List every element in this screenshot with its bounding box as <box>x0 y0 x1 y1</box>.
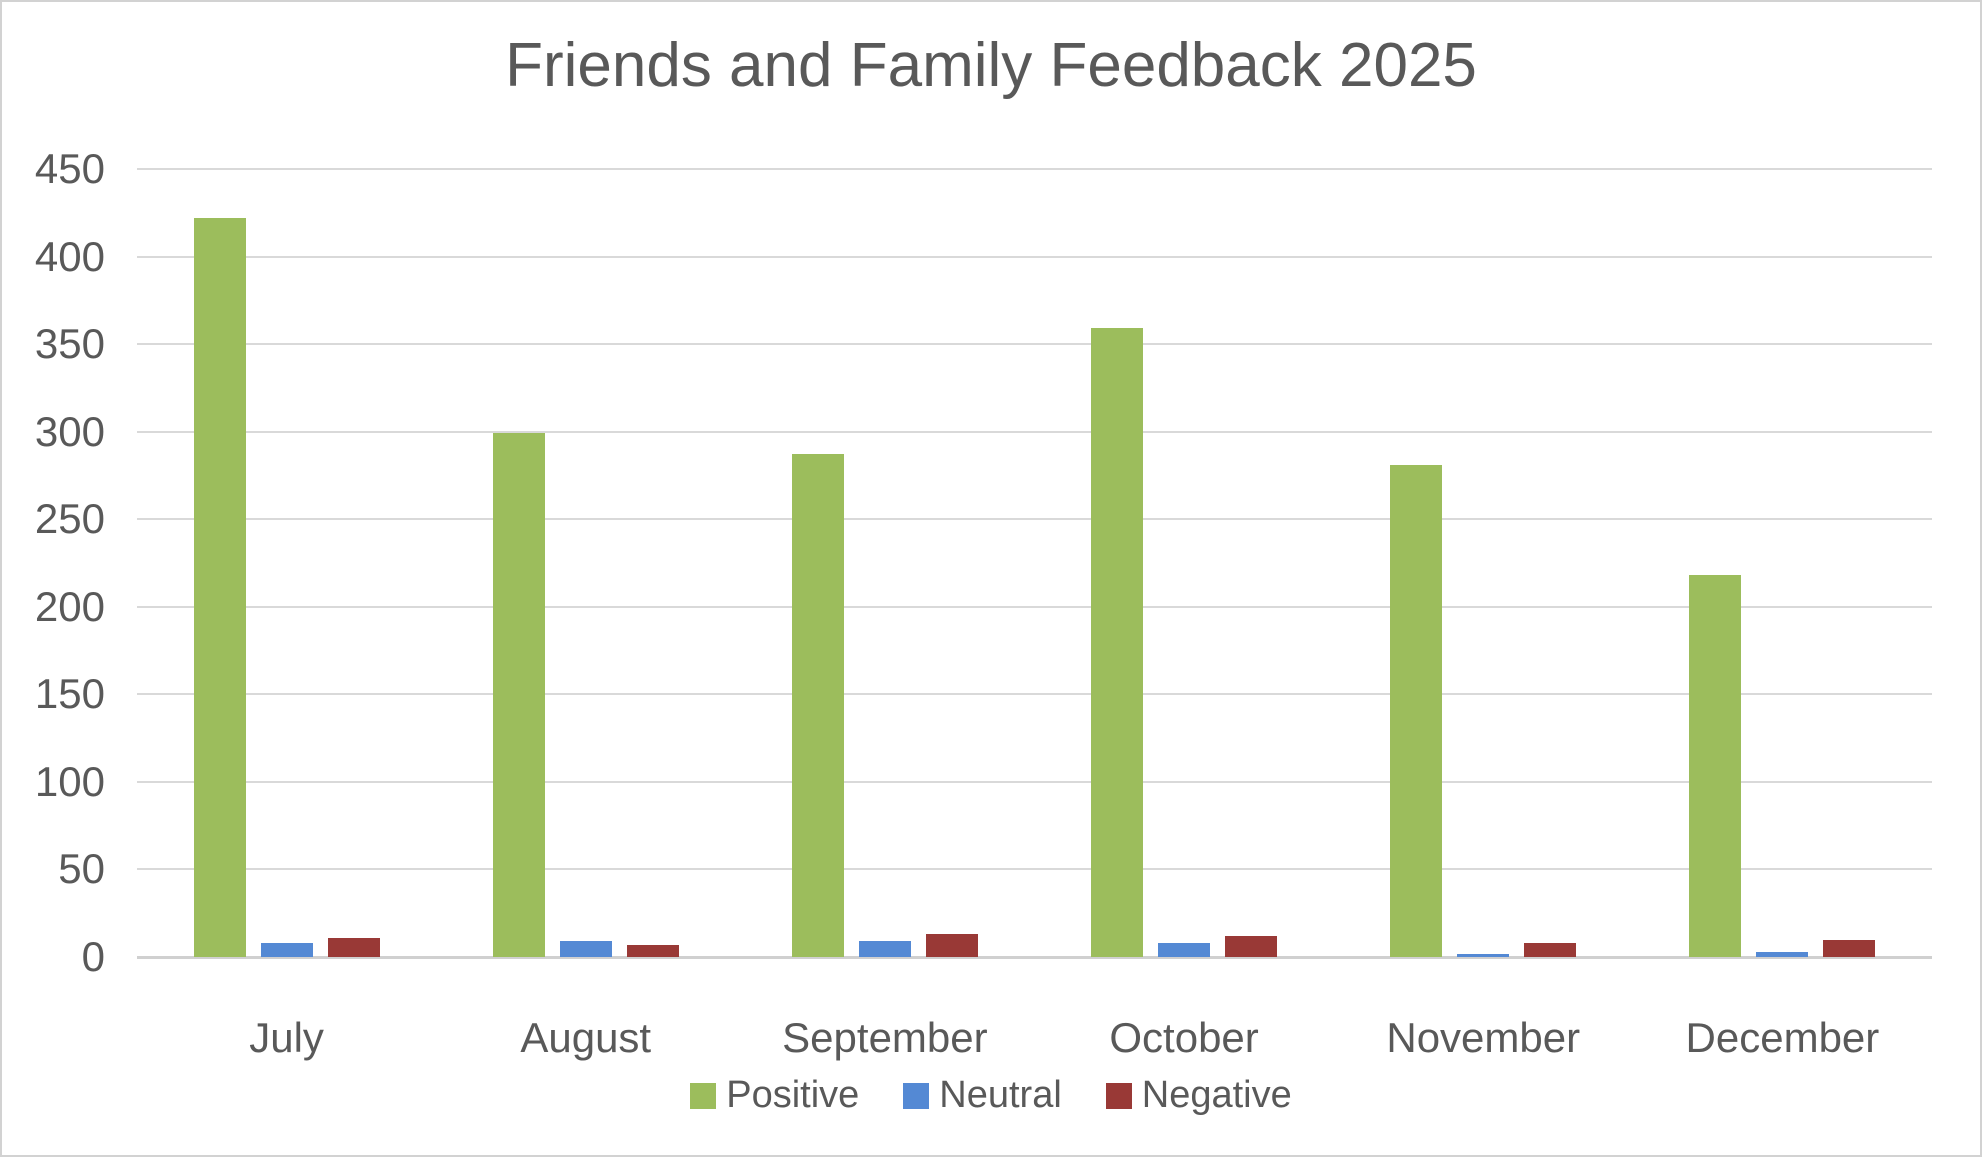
chart-title: Friends and Family Feedback 2025 <box>505 31 1477 100</box>
gridline-450 <box>137 168 1932 170</box>
plot-area <box>137 168 1932 959</box>
bar-neutral-july <box>260 943 313 957</box>
gridline-350 <box>137 343 1932 346</box>
y-tick-label-250: 250 <box>34 495 105 543</box>
category-label-september: September <box>782 1014 988 1061</box>
bar-positive-august <box>492 433 545 957</box>
y-tick-label-50: 50 <box>58 845 105 893</box>
bar-negative-december <box>1823 939 1876 957</box>
gridline-0 <box>137 956 1932 959</box>
y-tick-label-150: 150 <box>34 670 105 718</box>
y-tick-label-350: 350 <box>34 320 105 368</box>
y-tick-label-100: 100 <box>34 757 105 805</box>
bar-neutral-december <box>1756 951 1809 957</box>
legend-swatch-neutral-icon <box>903 1082 930 1109</box>
legend-label-negative: Negative <box>1141 1074 1292 1116</box>
bar-neutral-august <box>559 941 612 957</box>
legend: Positive Neutral Negative <box>2 1074 1980 1117</box>
category-label-november: November <box>1386 1014 1581 1061</box>
legend-item-positive: Positive <box>690 1074 859 1117</box>
legend-item-negative: Negative <box>1105 1074 1292 1117</box>
bar-positive-october <box>1091 328 1144 957</box>
bar-neutral-november <box>1457 953 1510 957</box>
legend-label-positive: Positive <box>726 1074 860 1116</box>
bar-positive-december <box>1689 575 1742 957</box>
bar-negative-november <box>1524 943 1577 957</box>
bar-neutral-october <box>1158 943 1211 957</box>
bar-positive-september <box>791 454 844 957</box>
gridline-250 <box>137 518 1932 521</box>
bar-negative-august <box>626 944 679 957</box>
bar-negative-october <box>1225 936 1278 957</box>
legend-label-neutral: Neutral <box>939 1074 1062 1116</box>
y-tick-label-300: 300 <box>34 407 105 455</box>
bar-negative-september <box>925 934 978 957</box>
y-tick-label-200: 200 <box>34 582 105 630</box>
bar-positive-july <box>193 218 246 957</box>
gridline-300 <box>137 430 1932 433</box>
bar-positive-november <box>1390 464 1443 957</box>
legend-swatch-negative-icon <box>1105 1082 1132 1109</box>
y-tick-label-0: 0 <box>81 933 105 980</box>
gridline-50 <box>137 868 1932 871</box>
gridline-400 <box>137 255 1932 258</box>
category-label-october: October <box>1109 1014 1259 1061</box>
gridline-200 <box>137 605 1932 608</box>
bar-negative-july <box>327 937 380 957</box>
category-label-august: August <box>520 1014 652 1061</box>
legend-item-neutral: Neutral <box>903 1074 1062 1117</box>
y-tick-label-400: 400 <box>34 232 105 280</box>
category-label-december: December <box>1685 1014 1880 1061</box>
legend-swatch-positive-icon <box>690 1082 717 1109</box>
y-tick-label-450: 450 <box>34 145 105 192</box>
category-label-july: July <box>249 1014 324 1061</box>
gridline-150 <box>137 693 1932 696</box>
gridline-100 <box>137 780 1932 783</box>
bar-neutral-september <box>858 941 911 957</box>
